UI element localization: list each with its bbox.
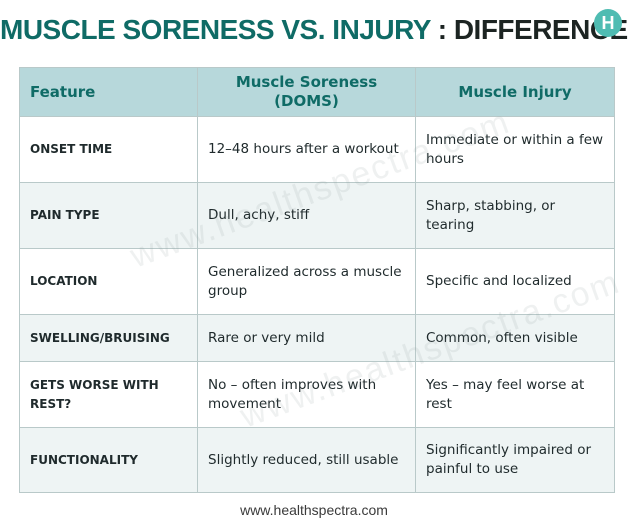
comparison-table: Feature Muscle Soreness (DOMS) Muscle In… xyxy=(19,67,615,493)
soreness-cell: Slightly reduced, still usable xyxy=(197,427,416,493)
header-feature: Feature xyxy=(19,67,198,117)
table-row: ONSET TIME 12–48 hours after a workout I… xyxy=(19,116,615,183)
footer-url: www.healthspectra.com xyxy=(240,502,388,518)
soreness-cell: 12–48 hours after a workout xyxy=(197,116,416,183)
feature-cell: GETS WORSE WITH REST? xyxy=(19,361,198,428)
brand-logo-icon: H xyxy=(594,9,622,37)
soreness-cell: Rare or very mild xyxy=(197,314,416,362)
feature-cell: ONSET TIME xyxy=(19,116,198,183)
injury-cell: Significantly impaired or painful to use xyxy=(415,427,615,493)
injury-cell: Specific and localized xyxy=(415,248,615,315)
table-row: FUNCTIONALITY Slightly reduced, still us… xyxy=(19,427,615,493)
soreness-cell: Generalized across a muscle group xyxy=(197,248,416,315)
table-row: SWELLING/BRUISING Rare or very mild Comm… xyxy=(19,314,615,362)
soreness-cell: Dull, achy, stiff xyxy=(197,182,416,249)
header-soreness: Muscle Soreness (DOMS) xyxy=(197,67,416,117)
feature-cell: FUNCTIONALITY xyxy=(19,427,198,493)
table-row: GETS WORSE WITH REST? No – often improve… xyxy=(19,361,615,428)
feature-cell: SWELLING/BRUISING xyxy=(19,314,198,362)
soreness-cell: No – often improves with movement xyxy=(197,361,416,428)
injury-cell: Yes – may feel worse at rest xyxy=(415,361,615,428)
injury-cell: Common, often visible xyxy=(415,314,615,362)
feature-cell: LOCATION xyxy=(19,248,198,315)
title-main: MUSCLE SORENESS VS. INJURY xyxy=(0,14,431,45)
header-injury: Muscle Injury xyxy=(415,67,615,117)
injury-cell: Immediate or within a few hours xyxy=(415,116,615,183)
table-row: PAIN TYPE Dull, achy, stiff Sharp, stabb… xyxy=(19,182,615,249)
page-title: MUSCLE SORENESS VS. INJURY : DIFFERENCES xyxy=(0,14,628,46)
table-header-row: Feature Muscle Soreness (DOMS) Muscle In… xyxy=(19,67,615,117)
table-row: LOCATION Generalized across a muscle gro… xyxy=(19,248,615,315)
injury-cell: Sharp, stabbing, or tearing xyxy=(415,182,615,249)
feature-cell: PAIN TYPE xyxy=(19,182,198,249)
